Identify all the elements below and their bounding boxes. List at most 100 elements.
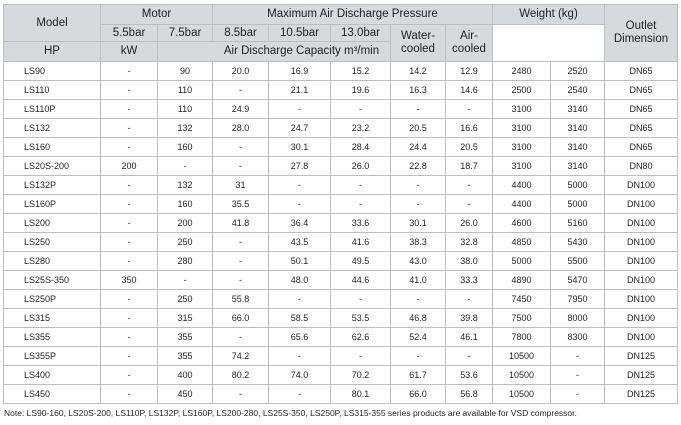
table-cell: DN100 (604, 232, 678, 252)
table-cell: DN65 (604, 137, 678, 157)
table-cell: LS280 (3, 251, 101, 271)
table-cell: 14.2 (390, 61, 446, 81)
table-cell: 3140 (550, 137, 605, 157)
table-cell: 36.4 (268, 213, 331, 233)
table-cell: 200 (157, 213, 213, 233)
table-cell: 355 (157, 346, 213, 366)
table-cell: 20.0 (212, 61, 269, 81)
table-cell: 31 (212, 175, 269, 195)
table-cell: 8300 (550, 327, 605, 347)
table-cell: LS315 (3, 308, 101, 328)
table-cell: - (100, 175, 158, 195)
table-cell: 5160 (550, 213, 605, 233)
table-cell: DN100 (604, 194, 678, 214)
table-cell: 56.8 (445, 384, 493, 404)
table-cell: LS355P (3, 346, 101, 366)
table-cell: - (445, 99, 493, 119)
table-cell: 200 (100, 156, 158, 176)
table-cell: 3140 (550, 118, 605, 138)
table-cell: - (268, 289, 331, 309)
table-cell: 10500 (492, 384, 551, 404)
table-cell: - (550, 346, 605, 366)
table-cell: 2520 (550, 61, 605, 81)
table-cell: 110 (157, 80, 213, 100)
table-cell: LS90 (3, 61, 101, 81)
table-cell: - (390, 99, 446, 119)
table-cell: DN100 (604, 327, 678, 347)
table-cell: - (330, 346, 391, 366)
table-cell: 62.6 (330, 327, 391, 347)
table-cell: 5000 (550, 175, 605, 195)
header-cell: Model (3, 4, 101, 42)
table-cell: - (268, 175, 331, 195)
table-cell: 2500 (492, 80, 551, 100)
table-cell: 8000 (550, 308, 605, 328)
table-cell: 30.1 (390, 213, 446, 233)
table-cell: - (390, 346, 446, 366)
table-cell: 53.5 (330, 308, 391, 328)
table-cell: DN80 (604, 156, 678, 176)
table-cell: 49.5 (330, 251, 391, 271)
table-cell: 15.2 (330, 61, 391, 81)
table-cell: LS110P (3, 99, 101, 119)
table-cell: DN100 (604, 289, 678, 309)
table-cell: - (100, 213, 158, 233)
table-row: LS90-90 20.0 16.9 15.2 14.2 12.9 2480 2520 DN65 (3, 61, 678, 81)
table-cell: LS110 (3, 80, 101, 100)
table-cell: 4600 (492, 213, 551, 233)
table-cell: 7450 (492, 289, 551, 309)
table-cell: 24.9 (212, 99, 269, 119)
table-cell: 18.7 (445, 156, 493, 176)
table-cell: - (100, 118, 158, 138)
table-cell: - (212, 137, 269, 157)
table-cell: 41.6 (330, 232, 391, 252)
table-cell: - (445, 194, 493, 214)
table-cell: 38.3 (390, 232, 446, 252)
table-cell: 61.7 (390, 365, 446, 385)
table-cell: 132 (157, 175, 213, 195)
table-cell: 28.4 (330, 137, 391, 157)
table-cell: 26.0 (445, 213, 493, 233)
table-cell: 5500 (550, 251, 605, 271)
header-cell: HP (3, 41, 101, 62)
table-row: LS132-132 28.0 24.7 23.2 20.5 16.6 3100 3140 DN6… (3, 118, 678, 138)
table-cell: 250 (157, 232, 213, 252)
table-row: LS110-110-21.1 19.6 16.3 14.6 2500 2540 DN65 (3, 80, 678, 100)
table-cell: LS400 (3, 365, 101, 385)
table-cell: - (390, 289, 446, 309)
table-cell: DN125 (604, 384, 678, 404)
table-row: LS25S-350 350- -48.0 44.6 41.0 33.3 4890 5470 DN… (3, 270, 678, 290)
table-cell: 53.6 (445, 365, 493, 385)
table-cell: 46.1 (445, 327, 493, 347)
table-cell: 4890 (492, 270, 551, 290)
table-cell: 74.0 (268, 365, 331, 385)
table-cell: - (390, 194, 446, 214)
table-cell: 3100 (492, 156, 551, 176)
table-cell: 22.8 (390, 156, 446, 176)
table-cell: LS160 (3, 137, 101, 157)
table-cell: - (212, 270, 269, 290)
table-cell: 350 (100, 270, 158, 290)
table-cell: 5430 (550, 232, 605, 252)
table-cell: 66.0 (390, 384, 446, 404)
table-cell: 20.5 (445, 137, 493, 157)
table-cell: LS250 (3, 232, 101, 252)
table-cell: 30.1 (268, 137, 331, 157)
table-row: LS280-280-50.1 49.5 43.0 38.0 5000 5500 DN100 (3, 251, 678, 271)
table-cell: 43.5 (268, 232, 331, 252)
table-cell: 4400 (492, 175, 551, 195)
table-cell: LS132 (3, 118, 101, 138)
table-cell: 41.8 (212, 213, 269, 233)
header-cell: 8.5bar (212, 24, 269, 42)
table-cell: - (330, 289, 391, 309)
table-cell: DN100 (604, 213, 678, 233)
table-cell: 4400 (492, 194, 551, 214)
table-cell: LS160P (3, 194, 101, 214)
spec-table: Model Motor Maximum Air Discharge Pressu… (3, 4, 678, 404)
table-cell: 52.4 (390, 327, 446, 347)
table-cell: 32.8 (445, 232, 493, 252)
table-cell: 160 (157, 137, 213, 157)
table-cell: 7800 (492, 327, 551, 347)
table-cell: DN100 (604, 308, 678, 328)
